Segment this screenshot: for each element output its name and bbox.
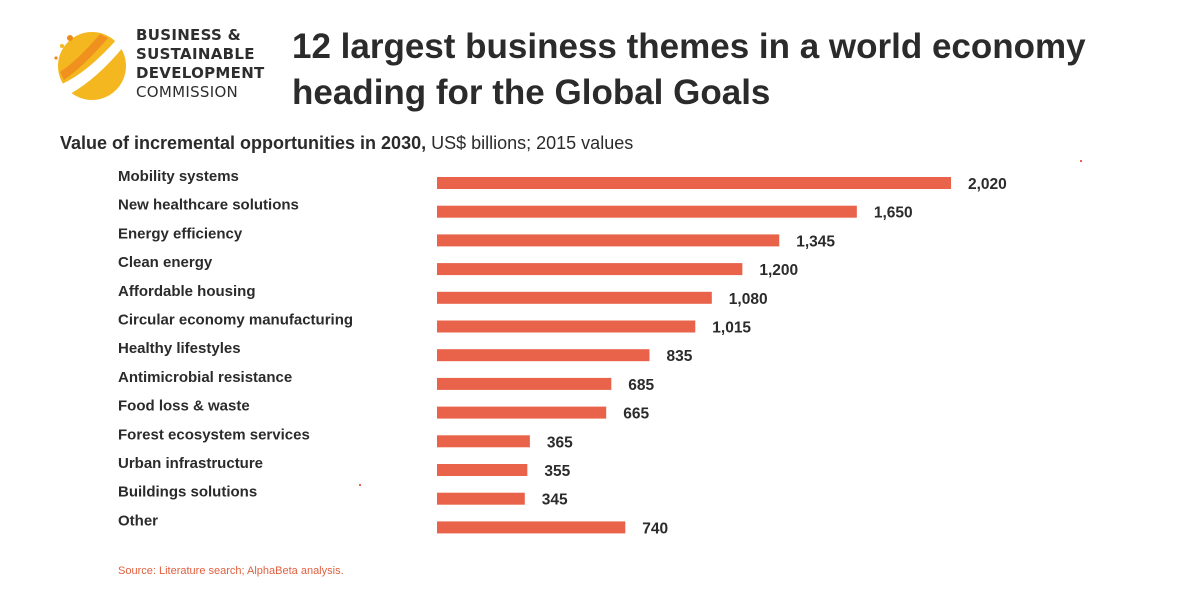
category-label: Food loss & waste (118, 398, 250, 415)
value-label: 835 (666, 348, 692, 365)
value-label: 1,345 (796, 233, 835, 250)
bar (437, 205, 857, 218)
value-label: 740 (642, 520, 668, 537)
bar (437, 464, 528, 476)
value-label: 355 (544, 463, 570, 480)
value-label: 1,015 (712, 320, 751, 337)
bar (437, 435, 530, 448)
category-label: Healthy lifestyles (118, 340, 241, 357)
bar (437, 521, 626, 534)
logo-line-3: Development (136, 64, 265, 82)
value-label: 1,080 (729, 291, 768, 308)
bar (437, 406, 607, 419)
value-label: 665 (623, 406, 649, 423)
source-note: Source: Literature search; AlphaBeta ana… (118, 565, 344, 577)
bar (437, 263, 743, 276)
category-label: New healthcare solutions (118, 197, 299, 214)
category-label: Other (118, 512, 158, 529)
category-label: Buildings solutions (118, 484, 257, 501)
category-label: Circular economy manufacturing (118, 312, 353, 329)
category-label: Urban infrastructure (118, 455, 263, 472)
subtitle-units: US$ billions; 2015 values (426, 133, 634, 153)
decorative-dot (1080, 160, 1082, 162)
commission-logo-icon (54, 32, 126, 100)
subtitle-bold: Value of incremental opportunities in 20… (60, 133, 427, 153)
value-label: 685 (628, 377, 654, 394)
chart-subtitle: Value of incremental opportunities in 20… (60, 133, 633, 154)
value-label: 345 (542, 492, 568, 509)
category-label: Affordable housing (118, 283, 256, 300)
chart-title: 12 largest business themes in a world ec… (292, 27, 1086, 112)
value-label: 365 (547, 434, 573, 451)
bar (437, 492, 525, 505)
bar (437, 291, 712, 304)
bar (437, 377, 612, 390)
commission-logo-text: Business & Sustainable Development Commi… (136, 26, 266, 102)
value-label: 2,020 (968, 176, 1007, 193)
category-label: Clean energy (118, 254, 213, 271)
value-label: 1,650 (874, 205, 913, 222)
category-label: Energy efficiency (118, 225, 243, 242)
bar (437, 234, 780, 247)
bar (437, 320, 696, 333)
category-label: Mobility systems (118, 168, 239, 185)
value-label: 1,200 (759, 262, 798, 279)
logo-line-1: Business & (136, 26, 242, 44)
decorative-dot (359, 484, 361, 486)
logo-line-2: Sustainable (136, 45, 255, 63)
category-label: Forest ecosystem services (118, 426, 310, 443)
bar (437, 177, 951, 189)
category-label: Antimicrobial resistance (118, 369, 292, 386)
logo-line-4: Commission (136, 83, 239, 101)
bar (437, 349, 650, 362)
